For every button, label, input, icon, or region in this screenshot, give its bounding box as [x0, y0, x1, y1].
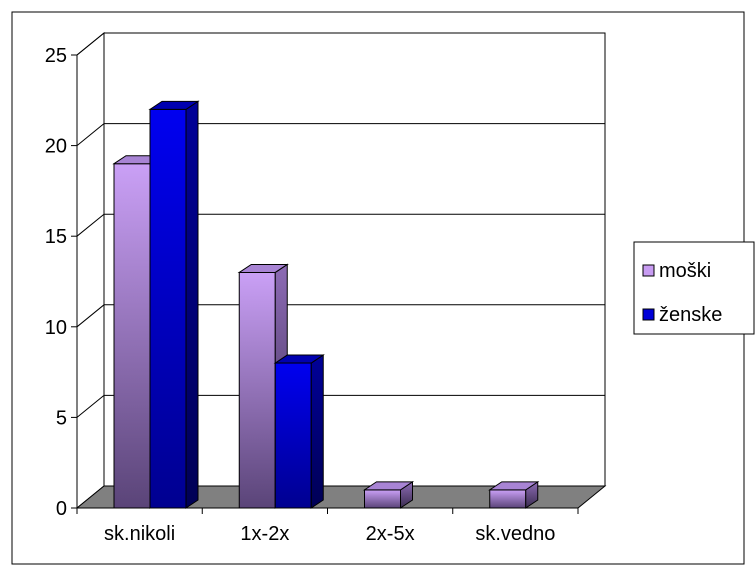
gridline	[76, 304, 605, 328]
bar-0-3	[488, 480, 540, 509]
bar-top	[273, 354, 325, 364]
bar-1-1	[273, 354, 325, 509]
plot-area	[75, 31, 607, 510]
y-tick-label: 0	[56, 498, 67, 520]
y-tick-label: 5	[56, 407, 67, 429]
bar-top	[488, 481, 540, 491]
gridline	[76, 213, 605, 237]
x-tick-label: sk.nikoli	[104, 523, 175, 545]
bar-front	[364, 489, 401, 509]
y-tick-label: 10	[45, 317, 67, 339]
x-tick-label: sk.vedno	[475, 523, 555, 545]
bar-side	[185, 100, 199, 509]
bar-1-0	[148, 100, 200, 509]
legend-label-moski: moški	[659, 260, 711, 282]
bar-front	[274, 362, 312, 509]
legend-swatch-zenske	[642, 308, 655, 321]
bar-top	[362, 481, 415, 491]
gridline	[76, 32, 605, 56]
y-tick-label: 25	[45, 45, 67, 67]
bar-front	[238, 271, 276, 509]
x-tick-label: 1x-2x	[240, 523, 289, 545]
y-tick-label: 20	[45, 136, 67, 158]
x-axis-ticks: sk.nikoli 1x-2x 2x-5x sk.vedno	[76, 508, 579, 545]
legend: moški ženske	[633, 241, 755, 335]
legend-swatch-moski	[642, 264, 655, 277]
bar-front	[149, 108, 187, 509]
bar-top	[148, 100, 200, 110]
x-tick-label: 2x-5x	[366, 523, 415, 545]
bar-front	[489, 489, 527, 509]
gridline	[76, 394, 605, 418]
bar-top	[237, 263, 289, 273]
bar-front	[113, 163, 151, 509]
legend-label-zenske: ženske	[659, 304, 722, 326]
y-tick-label: 15	[45, 226, 67, 248]
side-wall	[76, 31, 105, 510]
y-axis-ticks: 0 5 10 15 20 25	[45, 45, 77, 520]
bars	[112, 100, 540, 509]
gridline	[76, 123, 605, 146]
bar-0-2	[362, 480, 415, 509]
bar-side	[310, 354, 324, 509]
